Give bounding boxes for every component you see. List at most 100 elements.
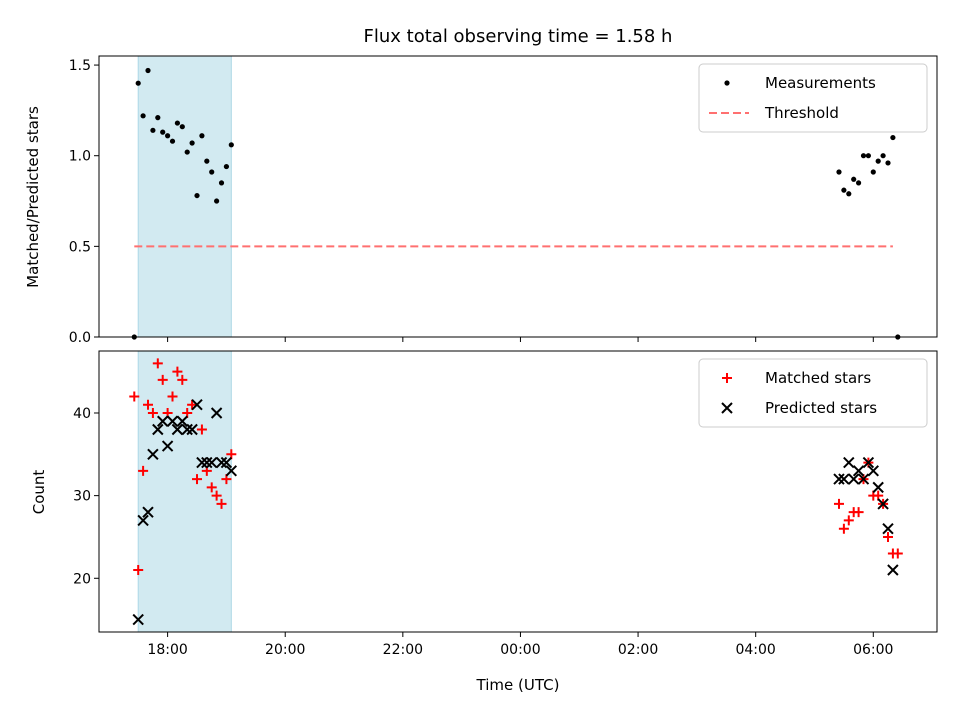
matched-star-point xyxy=(129,391,140,402)
predicted-star-point xyxy=(872,481,884,494)
measurement-point xyxy=(184,149,190,155)
predicted-star-point xyxy=(862,456,875,469)
measurement-point xyxy=(228,142,234,148)
measurement-point xyxy=(194,192,200,199)
predicted-star-point xyxy=(152,423,164,436)
measurement-point xyxy=(851,176,857,182)
matched-star-point xyxy=(172,366,183,377)
legend-label: Measurements xyxy=(765,74,876,92)
predicted-star-point xyxy=(838,473,850,485)
measurement-point xyxy=(145,67,151,74)
measurement-point xyxy=(223,163,230,170)
y-tick-label: 0.0 xyxy=(69,330,91,346)
predicted-star-point xyxy=(852,465,865,477)
predicted-star-point xyxy=(857,473,870,485)
predicted-star-point xyxy=(181,423,193,436)
panel-bottom: 20 30 40 18:00 20:00 22:00 00:00 02:00 04:00 06:0… xyxy=(73,350,938,658)
predicted-star-point xyxy=(833,473,845,485)
x-tick-label: 18:00 xyxy=(147,642,187,658)
y-tick-label: 20 xyxy=(73,571,91,587)
measurement-point xyxy=(150,127,156,133)
matched-star-point xyxy=(206,482,217,493)
predicted-star-point xyxy=(191,399,203,411)
measurement-point xyxy=(890,134,896,141)
measurement-point xyxy=(865,153,871,159)
matched-star-point xyxy=(843,515,854,526)
measurement-point xyxy=(875,158,881,164)
matched-star-point xyxy=(138,465,149,476)
measurement-point xyxy=(160,129,166,135)
predicted-star-point xyxy=(843,456,855,469)
predicted-star-point xyxy=(142,506,154,518)
predicted-star-point xyxy=(847,473,860,485)
predicted-star-point xyxy=(867,465,879,477)
matched-star-point xyxy=(838,523,849,534)
measurement-point xyxy=(169,138,176,144)
predicted-star-point xyxy=(176,415,189,427)
predicted-star-point xyxy=(147,448,159,461)
matched-star-point xyxy=(177,374,188,385)
measurement-point xyxy=(836,169,842,175)
plot-frame xyxy=(98,55,938,338)
predicted-star-point xyxy=(137,514,149,527)
x-tick-label: 06:00 xyxy=(853,642,893,658)
x-tick-label: 04:00 xyxy=(735,642,775,658)
predicted-star-point xyxy=(166,415,179,427)
y-tick-label: 0.5 xyxy=(69,239,91,255)
measurement-point xyxy=(214,198,220,204)
measurement-point xyxy=(846,191,852,197)
y-tick-label: 1.0 xyxy=(69,149,91,165)
predicted-star-point xyxy=(220,456,233,469)
measurement-point xyxy=(870,169,876,175)
legend: Matched stars Predicted stars xyxy=(698,358,928,428)
predicted-star-point xyxy=(161,440,174,452)
predicted-star-point xyxy=(171,423,184,436)
measurement-point xyxy=(880,153,886,159)
x-tick-label: 20:00 xyxy=(265,642,305,658)
y-tick-label: 30 xyxy=(73,489,91,505)
legend-box xyxy=(698,358,928,428)
matched-star-point xyxy=(196,424,207,435)
matched-star-point xyxy=(853,507,864,518)
measurement-point xyxy=(885,160,891,166)
y-tick-label: 1.5 xyxy=(69,58,91,74)
matched-star-point xyxy=(833,498,844,509)
plot-frame xyxy=(98,350,938,633)
predicted-star-point xyxy=(186,423,198,436)
matched-star-point xyxy=(882,531,893,542)
predicted-star-point xyxy=(887,564,899,576)
matched-star-point xyxy=(211,490,222,501)
matched-star-point xyxy=(892,548,903,559)
y-axis-label-top: Matched/Predicted stars xyxy=(24,106,42,288)
chart-title: Flux total observing time = 1.58 h xyxy=(364,26,673,47)
legend: Measurements Threshold xyxy=(698,63,928,133)
matched-star-point xyxy=(187,399,198,410)
matched-star-point xyxy=(167,391,178,402)
legend-matched-swatch xyxy=(722,373,732,383)
predicted-star-point xyxy=(201,456,213,469)
measurement-point xyxy=(189,140,195,146)
measurement-point xyxy=(135,80,141,86)
predicted-star-point xyxy=(210,407,223,419)
predicted-star-point xyxy=(882,522,894,535)
measurement-point xyxy=(209,169,215,175)
measurement-point xyxy=(155,115,161,121)
predicted-star-point xyxy=(225,465,238,477)
matched-star-point xyxy=(143,399,154,410)
panel-top: 0.0 0.5 1.0 1.5 Measurements Threshold xyxy=(69,55,938,346)
matched-star-point xyxy=(192,474,203,485)
legend-measurement-swatch xyxy=(724,80,730,86)
measurement-point xyxy=(165,133,171,139)
predicted-star-point xyxy=(215,456,228,469)
legend-label: Predicted stars xyxy=(765,399,877,417)
x-tick-label: 00:00 xyxy=(500,642,540,658)
x-axis-label: Time (UTC) xyxy=(476,676,560,694)
legend-box xyxy=(698,63,928,133)
x-tick-label: 02:00 xyxy=(618,642,658,658)
measurement-point xyxy=(218,180,225,186)
matched-star-point xyxy=(147,407,158,418)
measurement-point xyxy=(860,153,867,159)
y-axis-label-bottom: Count xyxy=(30,470,48,515)
matched-star-point xyxy=(152,358,163,369)
